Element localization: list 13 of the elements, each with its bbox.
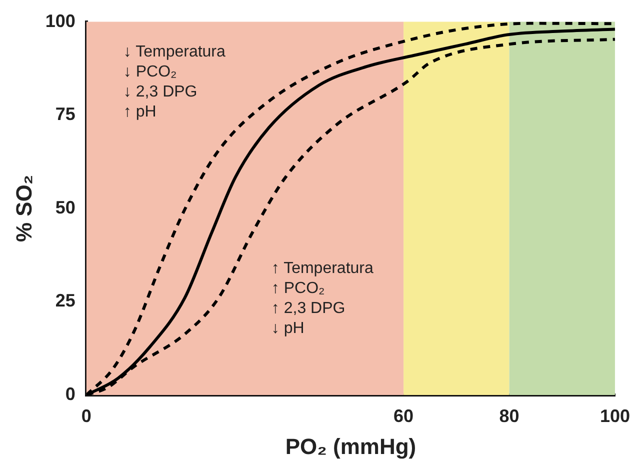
x-tick-label: 80 [499, 406, 520, 426]
x-tick-label: 60 [394, 406, 414, 426]
y-tick-label: 25 [55, 290, 76, 311]
x-tick-label: 100 [600, 406, 630, 426]
x-tick-label: 0 [81, 406, 92, 426]
y-axis-title: % SO₂ [11, 174, 36, 242]
y-tick-label: 75 [55, 104, 76, 124]
annotation: ↓ Temperatura ↓ PCO₂ ↓ 2,3 DPG ↑ pH [123, 44, 226, 121]
x-axis-title: PO₂ (mmHg) [285, 434, 416, 459]
y-tick-label: 50 [55, 197, 76, 218]
y-tick-label: 0 [65, 384, 76, 404]
annotation: ↑ Temperatura ↑ PCO₂ ↑ 2,3 DPG ↓ pH [271, 260, 374, 338]
y-tick-label: 100 [45, 10, 76, 31]
